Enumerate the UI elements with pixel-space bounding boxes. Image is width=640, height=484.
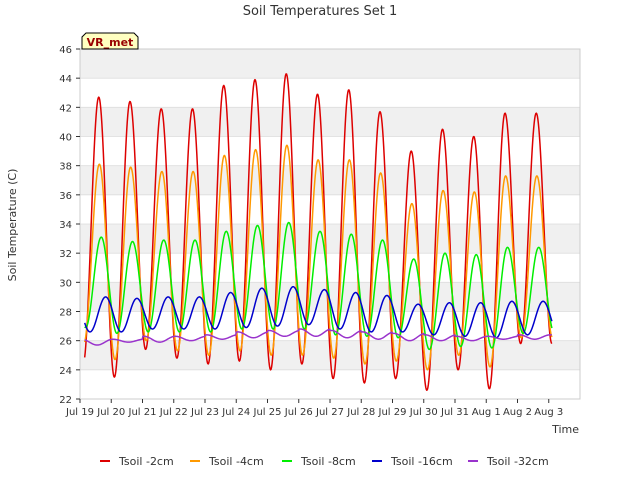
series-line-1 [83,144,553,371]
x-tick-label: Aug 3 [534,407,563,418]
x-tick-label: Jul 28 [346,407,375,418]
y-tick-label: 32 [59,249,72,260]
y-tick-label: 22 [59,395,72,406]
x-axis: Jul 19 Jul 20 Jul 21 Jul 22 Jul 23 Jul 24 Jul … [65,399,563,418]
y-tick-label: 24 [59,366,72,377]
grid-band [80,136,580,166]
grid-band [80,78,580,108]
x-tick-label: Jul 20 [96,407,125,418]
x-tick-label: Jul 21 [128,407,157,418]
y-tick-label: 28 [59,308,72,319]
y-tick-label: 46 [59,45,72,56]
y-tick-label: 40 [59,133,72,144]
y-tick-label: 42 [59,103,72,114]
x-tick-label: Jul 26 [284,407,313,418]
y-tick-label: 36 [59,191,72,202]
series-line-2 [84,221,553,351]
x-tick-label: Jul 29 [378,407,407,418]
y-tick-label: 30 [59,278,72,289]
x-tick-label: Jul 31 [440,407,469,418]
chart-title: Soil Temperatures Set 1 [243,4,398,19]
legend-label: Tsoil -16cm [390,455,453,468]
x-tick-label: Jul 19 [65,407,94,418]
x-tick-label: Jul 24 [221,407,250,418]
x-tick-label: Jul 23 [190,407,219,418]
y-tick-label: 26 [59,337,72,348]
series-layer [83,73,553,391]
x-tick-label: Jul 30 [409,407,438,418]
legend-label: Tsoil -32cm [486,455,549,468]
grid-band [80,49,580,79]
legend-label: Tsoil -8cm [300,455,356,468]
x-tick-label: Jul 25 [253,407,282,418]
legend: Tsoil -2cm Tsoil -4cm Tsoil -8cm Tsoil -16c… [100,455,549,468]
y-tick-label: 44 [59,74,72,85]
grid-band [80,107,580,137]
x-axis-label: Time [551,423,579,436]
x-tick-label: Aug 2 [503,407,532,418]
x-tick-label: Aug 1 [472,407,501,418]
series-line-3 [83,285,553,339]
legend-label: Tsoil -4cm [208,455,264,468]
x-tick-label: Jul 22 [159,407,188,418]
legend-label: Tsoil -2cm [118,455,174,468]
y-tick-label: 34 [59,220,72,231]
y-axis-label: Soil Temperature (C) [6,169,19,282]
y-axis: 22 24 26 28 30 32 34 36 38 40 42 44 46 [59,45,80,406]
vr-met-annotation: VR_met [81,32,139,50]
annotation-box [81,32,139,50]
series-line-0 [83,73,553,391]
annotation-text: VR_met [87,36,134,49]
grid-band [80,194,580,224]
x-tick-label: Jul 27 [315,407,344,418]
series-line-4 [84,328,553,346]
y-tick-label: 38 [59,162,72,173]
grid-band [80,369,580,399]
